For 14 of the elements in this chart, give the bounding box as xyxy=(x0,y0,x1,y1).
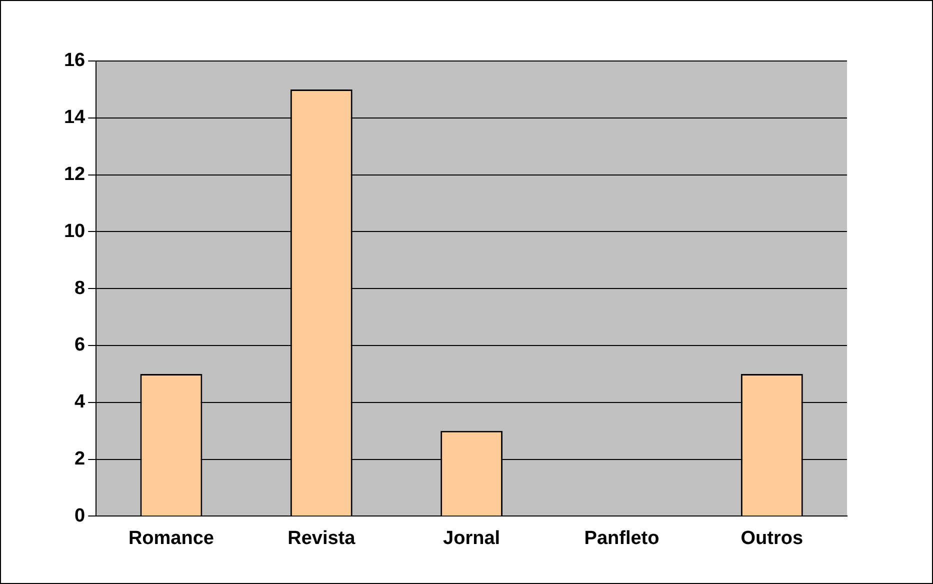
y-tick-label: 6 xyxy=(74,334,86,356)
y-tick-label: 2 xyxy=(74,448,86,470)
x-tick-label: Jornal xyxy=(443,528,500,549)
y-tick-label: 16 xyxy=(64,50,86,72)
y-tick-label: 4 xyxy=(74,392,86,413)
x-tick-label: Outros xyxy=(740,528,804,549)
y-tick-label: 0 xyxy=(74,505,86,526)
y-tick-label: 8 xyxy=(74,278,86,299)
y-tick-label: 12 xyxy=(64,164,86,186)
y-tick-label: 14 xyxy=(64,107,86,128)
x-tick-label: Revista xyxy=(288,528,356,549)
x-tick-label: Panfleto xyxy=(584,528,660,549)
y-tick-label: 10 xyxy=(64,220,86,242)
x-tick-label: Romance xyxy=(128,528,214,549)
